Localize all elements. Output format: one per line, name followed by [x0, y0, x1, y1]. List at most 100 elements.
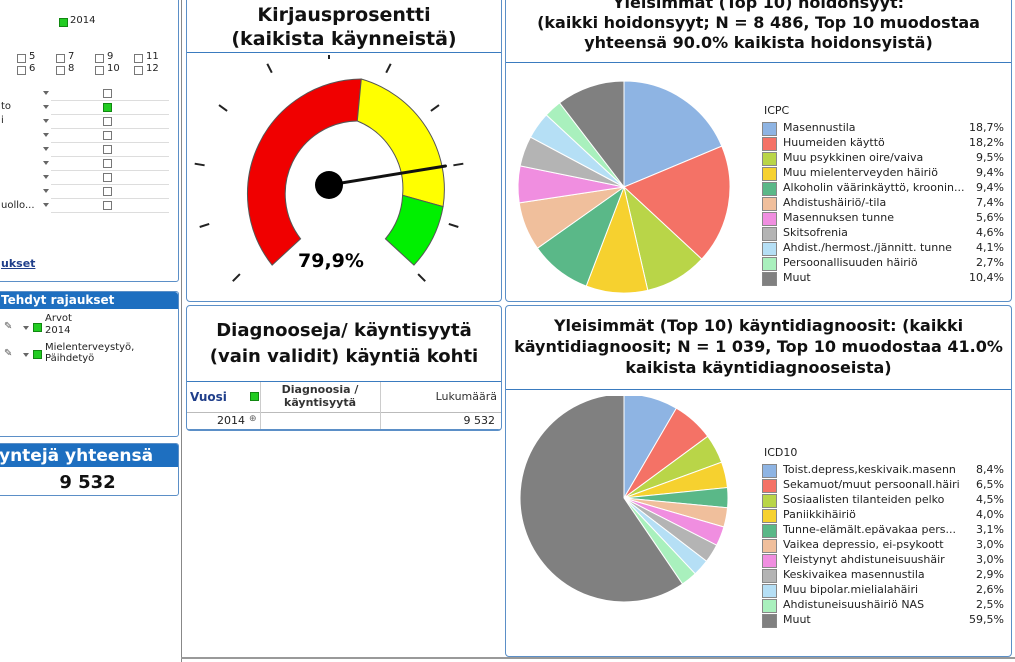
filter-list-row[interactable] [51, 115, 169, 129]
month-9-checkbox[interactable] [95, 54, 104, 63]
filter-list-checkbox[interactable] [103, 117, 112, 126]
legend-item[interactable]: Skitsofrenia 4,6% [762, 226, 1004, 241]
selection-2-value: Mielenterveystyö, Päihdetyö [45, 342, 135, 364]
filter-list-row[interactable] [51, 87, 169, 101]
legend-label: Vaikea depressio, ei-psykoott [783, 538, 944, 551]
legend-label: Tunne-elämält.epävakaa pers... [783, 523, 956, 536]
legend-value: 18,2% [969, 136, 1004, 149]
legend-item[interactable]: Ahdist./hermost./jännitt. tunne 4,1% [762, 241, 1004, 256]
pie-slice[interactable] [519, 396, 684, 603]
filter-list-row[interactable] [51, 143, 169, 157]
table-title-line-1: Diagnooseja/ käyntisyytä [216, 320, 472, 341]
legend-item[interactable]: Muut 59,5% [762, 613, 1004, 628]
legend-item[interactable]: Persoonallisuuden häiriö 2,7% [762, 256, 1004, 271]
legend-item[interactable]: Yleistynyt ahdistuneisuushäir 3,0% [762, 553, 1004, 568]
column-divider [380, 382, 381, 430]
gauge-tick [194, 162, 205, 167]
month-8-checkbox[interactable] [56, 66, 65, 75]
filter-list-row[interactable] [51, 171, 169, 185]
expand-icon[interactable]: ⊕ [249, 414, 257, 424]
legend-swatch [762, 584, 777, 598]
legend-item[interactable]: Paniikkihäiriö 4,0% [762, 508, 1004, 523]
legend-item[interactable]: Muu psykkinen oire/vaiva 9,5% [762, 151, 1004, 166]
legend-label: Toist.depress,keskivaik.masenn [783, 463, 956, 476]
legend-item[interactable]: Muu mielenterveyden häiriö 9,4% [762, 166, 1004, 181]
chevron-down-icon[interactable] [43, 119, 49, 123]
legend-label: Muu bipolar.mielialahäiri [783, 583, 919, 596]
legend-item[interactable]: Alkoholin väärinkäyttö, kroonin... 9,4% [762, 181, 1004, 196]
top-pie-separator [506, 62, 1011, 63]
legend-value: 9,4% [976, 181, 1004, 194]
current-selections-header: Tehdyt rajaukset [0, 292, 178, 309]
legend-item[interactable]: Sekamuot/muut persoonall.häiri 6,5% [762, 478, 1004, 493]
filter-list-row[interactable] [51, 129, 169, 143]
chevron-down-icon[interactable] [43, 147, 49, 151]
legend-value: 4,6% [976, 226, 1004, 239]
column-header-year[interactable]: Vuosi [190, 390, 227, 404]
legend-item[interactable]: Keskivaikea masennustila 2,9% [762, 568, 1004, 583]
filter-list-checkbox[interactable] [103, 145, 112, 154]
legend-swatch [762, 257, 777, 271]
legend-item[interactable]: Masennustila 18,7% [762, 121, 1004, 136]
filter-list-checkbox[interactable] [103, 201, 112, 210]
legend-item[interactable]: Vaikea depressio, ei-psykoott 3,0% [762, 538, 1004, 553]
legend-swatch [762, 479, 777, 493]
chevron-down-icon[interactable] [43, 161, 49, 165]
chevron-down-icon[interactable] [43, 175, 49, 179]
month-7-checkbox[interactable] [56, 54, 65, 63]
legend-item[interactable]: Sosiaalisten tilanteiden pelko 4,5% [762, 493, 1004, 508]
filter-list-row[interactable] [51, 185, 169, 199]
eraser-icon[interactable]: ✎ [4, 348, 13, 359]
year-2014-checkbox[interactable] [59, 18, 68, 27]
month-12-checkbox[interactable] [134, 66, 143, 75]
legend-item[interactable]: Huumeiden käyttö 18,2% [762, 136, 1004, 151]
chevron-down-icon[interactable] [23, 353, 29, 357]
month-11-checkbox[interactable] [134, 54, 143, 63]
pie-slice[interactable] [623, 145, 731, 260]
chevron-down-icon[interactable] [43, 189, 49, 193]
gauge-tick [232, 273, 241, 282]
legend-label: Sekamuot/muut persoonall.häiri [783, 478, 960, 491]
filter-list-row[interactable] [51, 101, 169, 115]
gauge-hub [315, 171, 343, 199]
filter-label-partial-1: to [1, 101, 12, 112]
month-10-checkbox[interactable] [95, 66, 104, 75]
legend-swatch [762, 137, 777, 151]
legend-label: Ahdistuneisuushäiriö NAS [783, 598, 925, 611]
filter-list-checkbox[interactable] [103, 131, 112, 140]
legend-item[interactable]: Tunne-elämält.epävakaa pers... 3,1% [762, 523, 1004, 538]
month-5-checkbox[interactable] [17, 54, 26, 63]
pie-slice[interactable] [558, 80, 625, 189]
chevron-down-icon[interactable] [43, 133, 49, 137]
pie-slice[interactable] [623, 80, 723, 188]
chevron-down-icon[interactable] [23, 326, 29, 330]
eraser-icon[interactable]: ✎ [4, 321, 13, 332]
filter-list-checkbox[interactable] [103, 173, 112, 182]
legend-item[interactable]: Ahdistuneisuushäiriö NAS 2,5% [762, 598, 1004, 613]
legend-item[interactable]: Muut 10,4% [762, 271, 1004, 286]
column-header-count[interactable]: Lukumäärä [435, 390, 497, 403]
bottom-pie-title-line-3: kaikista käyntidiagnooseista) [625, 358, 892, 377]
filter-list-checkbox[interactable] [103, 89, 112, 98]
legend-item[interactable]: Muu bipolar.mielialahäiri 2,6% [762, 583, 1004, 598]
chevron-down-icon[interactable] [43, 203, 49, 207]
filter-list-checkbox[interactable] [103, 187, 112, 196]
legend-item[interactable]: Masennuksen tunne 5,6% [762, 211, 1004, 226]
legend-item[interactable]: Toist.depress,keskivaik.masenn 8,4% [762, 463, 1004, 478]
clear-selections-link[interactable]: ukset [1, 257, 36, 270]
filter-list-row[interactable] [51, 157, 169, 171]
chevron-down-icon[interactable] [43, 105, 49, 109]
filter-list-checkbox[interactable] [103, 159, 112, 168]
chevron-down-icon[interactable] [43, 91, 49, 95]
filter-list-checkbox[interactable] [103, 103, 112, 112]
month-6-checkbox[interactable] [17, 66, 26, 75]
legend-item[interactable]: Ahdistushäiriö/-tila 7,4% [762, 196, 1004, 211]
column-header-diagnoses[interactable]: Diagnoosia / käyntisyytä [281, 383, 359, 409]
legend-value: 4,1% [976, 241, 1004, 254]
legend-swatch [762, 554, 777, 568]
filter-list-row[interactable] [51, 199, 169, 213]
bottom-divider [181, 657, 1015, 659]
top-reasons-pie-panel: Yleisimmät (Top 10) hoidonsyyt: (kaikki … [505, 0, 1012, 302]
legend-swatch [762, 464, 777, 478]
top-pie-title-line-3: yhteensä 90.0% kaikista hoidonsyistä) [584, 33, 933, 52]
